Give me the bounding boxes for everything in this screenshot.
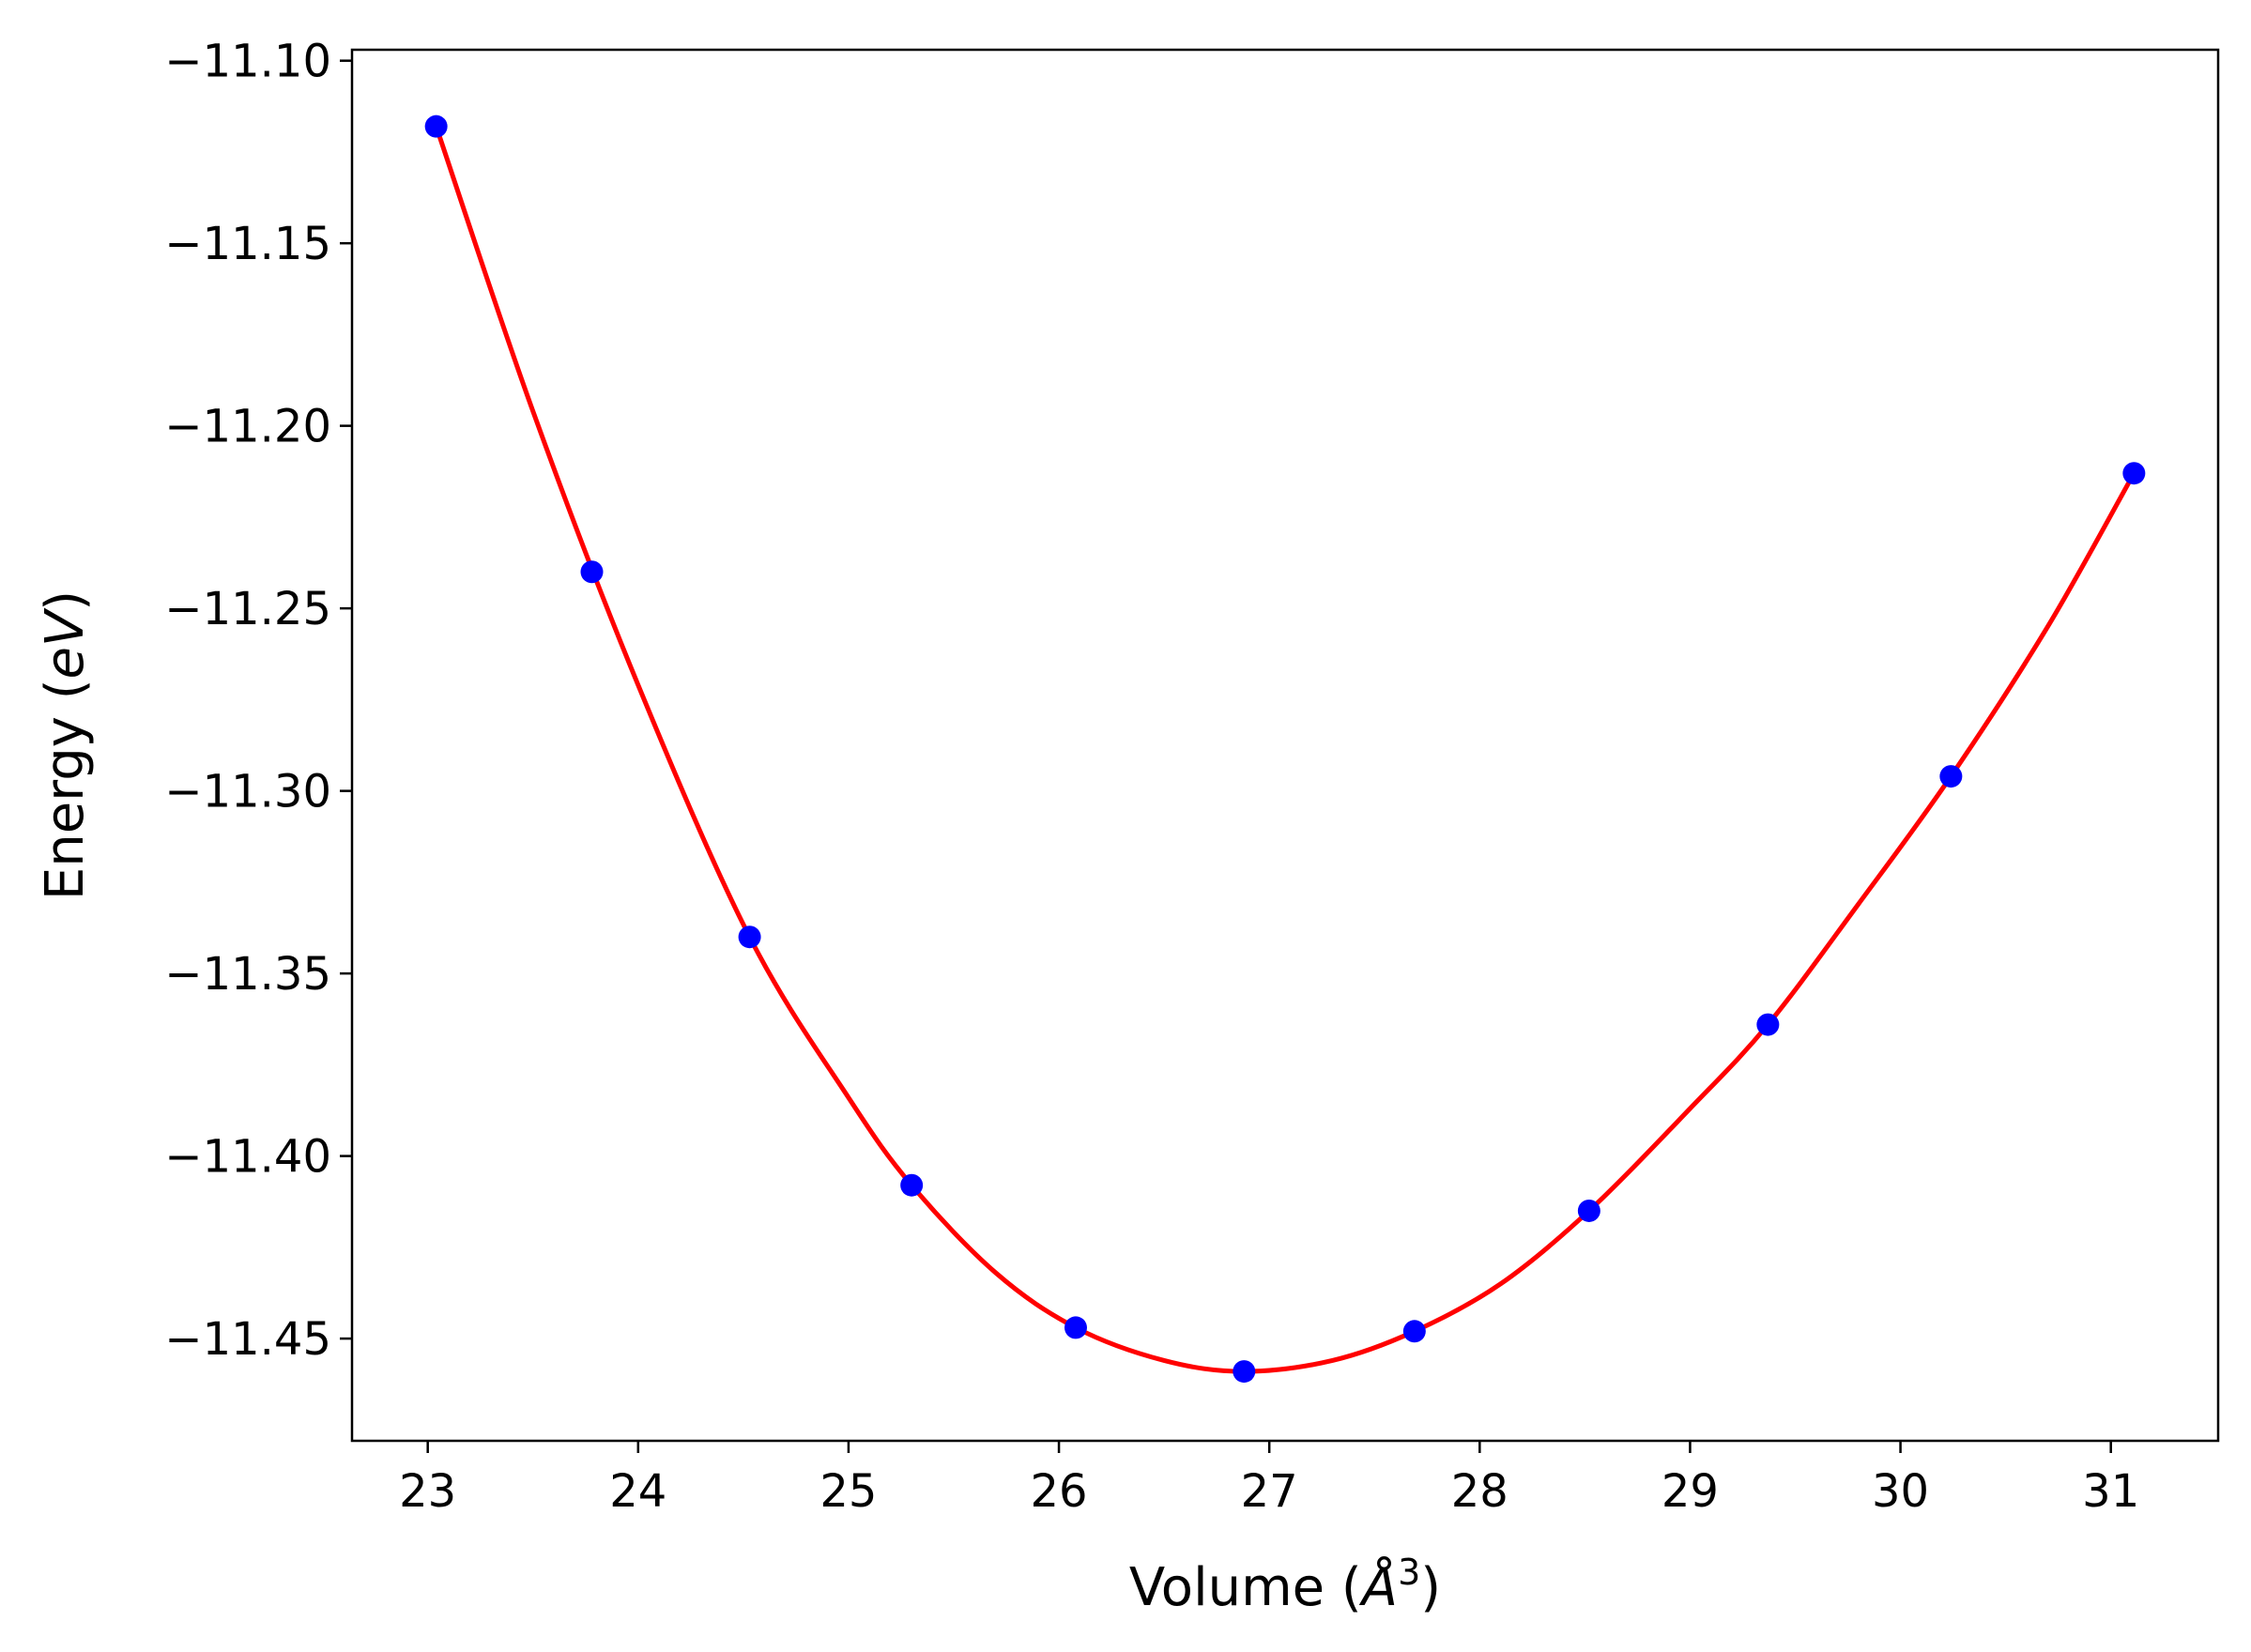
y-tick-label: −11.20: [164, 401, 331, 453]
x-tick-label: 28: [1451, 1465, 1508, 1518]
x-axis-label-suffix: ): [1420, 1557, 1441, 1618]
y-tick-label: −11.30: [164, 766, 331, 818]
y-axis-label: Energy (eV): [35, 590, 96, 900]
y-axis-ticks: −11.10 −11.15 −11.20 −11.25 −11.30 −11.35 −11.…: [164, 36, 352, 1366]
y-tick-label: −11.35: [164, 948, 331, 1001]
x-tick-label: 30: [1872, 1465, 1929, 1518]
x-axis-label-superscript: 3: [1398, 1552, 1420, 1593]
x-tick-label: 24: [609, 1465, 666, 1518]
data-point: [2122, 462, 2146, 485]
x-tick-label: 23: [399, 1465, 456, 1518]
data-point: [1064, 1316, 1087, 1339]
x-axis-ticks: 23 24 25 26 27 28 29 30 31: [399, 1441, 2139, 1518]
y-tick-label: −11.40: [164, 1131, 331, 1184]
y-axis-label-suffix: ): [35, 590, 96, 611]
data-point: [1402, 1320, 1426, 1343]
y-axis-label-symbol: eV: [35, 607, 96, 679]
y-tick-label: −11.25: [164, 583, 331, 635]
data-point: [1756, 1013, 1780, 1036]
x-tick-label: 27: [1241, 1465, 1298, 1518]
x-tick-label: 26: [1031, 1465, 1088, 1518]
data-points-layer: [424, 115, 2146, 1384]
data-point: [1939, 765, 1963, 788]
y-tick-label: −11.10: [164, 36, 331, 88]
y-tick-label: −11.45: [164, 1313, 331, 1366]
data-point: [1577, 1199, 1600, 1222]
data-point: [580, 560, 604, 584]
y-axis-label-prefix: Energy (: [35, 679, 96, 900]
y-tick-label: −11.15: [164, 218, 331, 270]
data-point: [1233, 1360, 1256, 1384]
x-axis-label-prefix: Volume (: [1129, 1557, 1362, 1618]
x-axis-label: Volume (Å3): [1129, 1552, 1441, 1618]
data-point: [900, 1173, 924, 1197]
data-point: [424, 115, 448, 138]
x-tick-label: 25: [819, 1465, 877, 1518]
plot-frame: [350, 48, 2220, 1443]
x-tick-label: 29: [1661, 1465, 1719, 1518]
x-axis-label-symbol: Å: [1359, 1556, 1398, 1618]
data-point: [738, 925, 761, 949]
x-tick-label: 31: [2082, 1465, 2139, 1518]
